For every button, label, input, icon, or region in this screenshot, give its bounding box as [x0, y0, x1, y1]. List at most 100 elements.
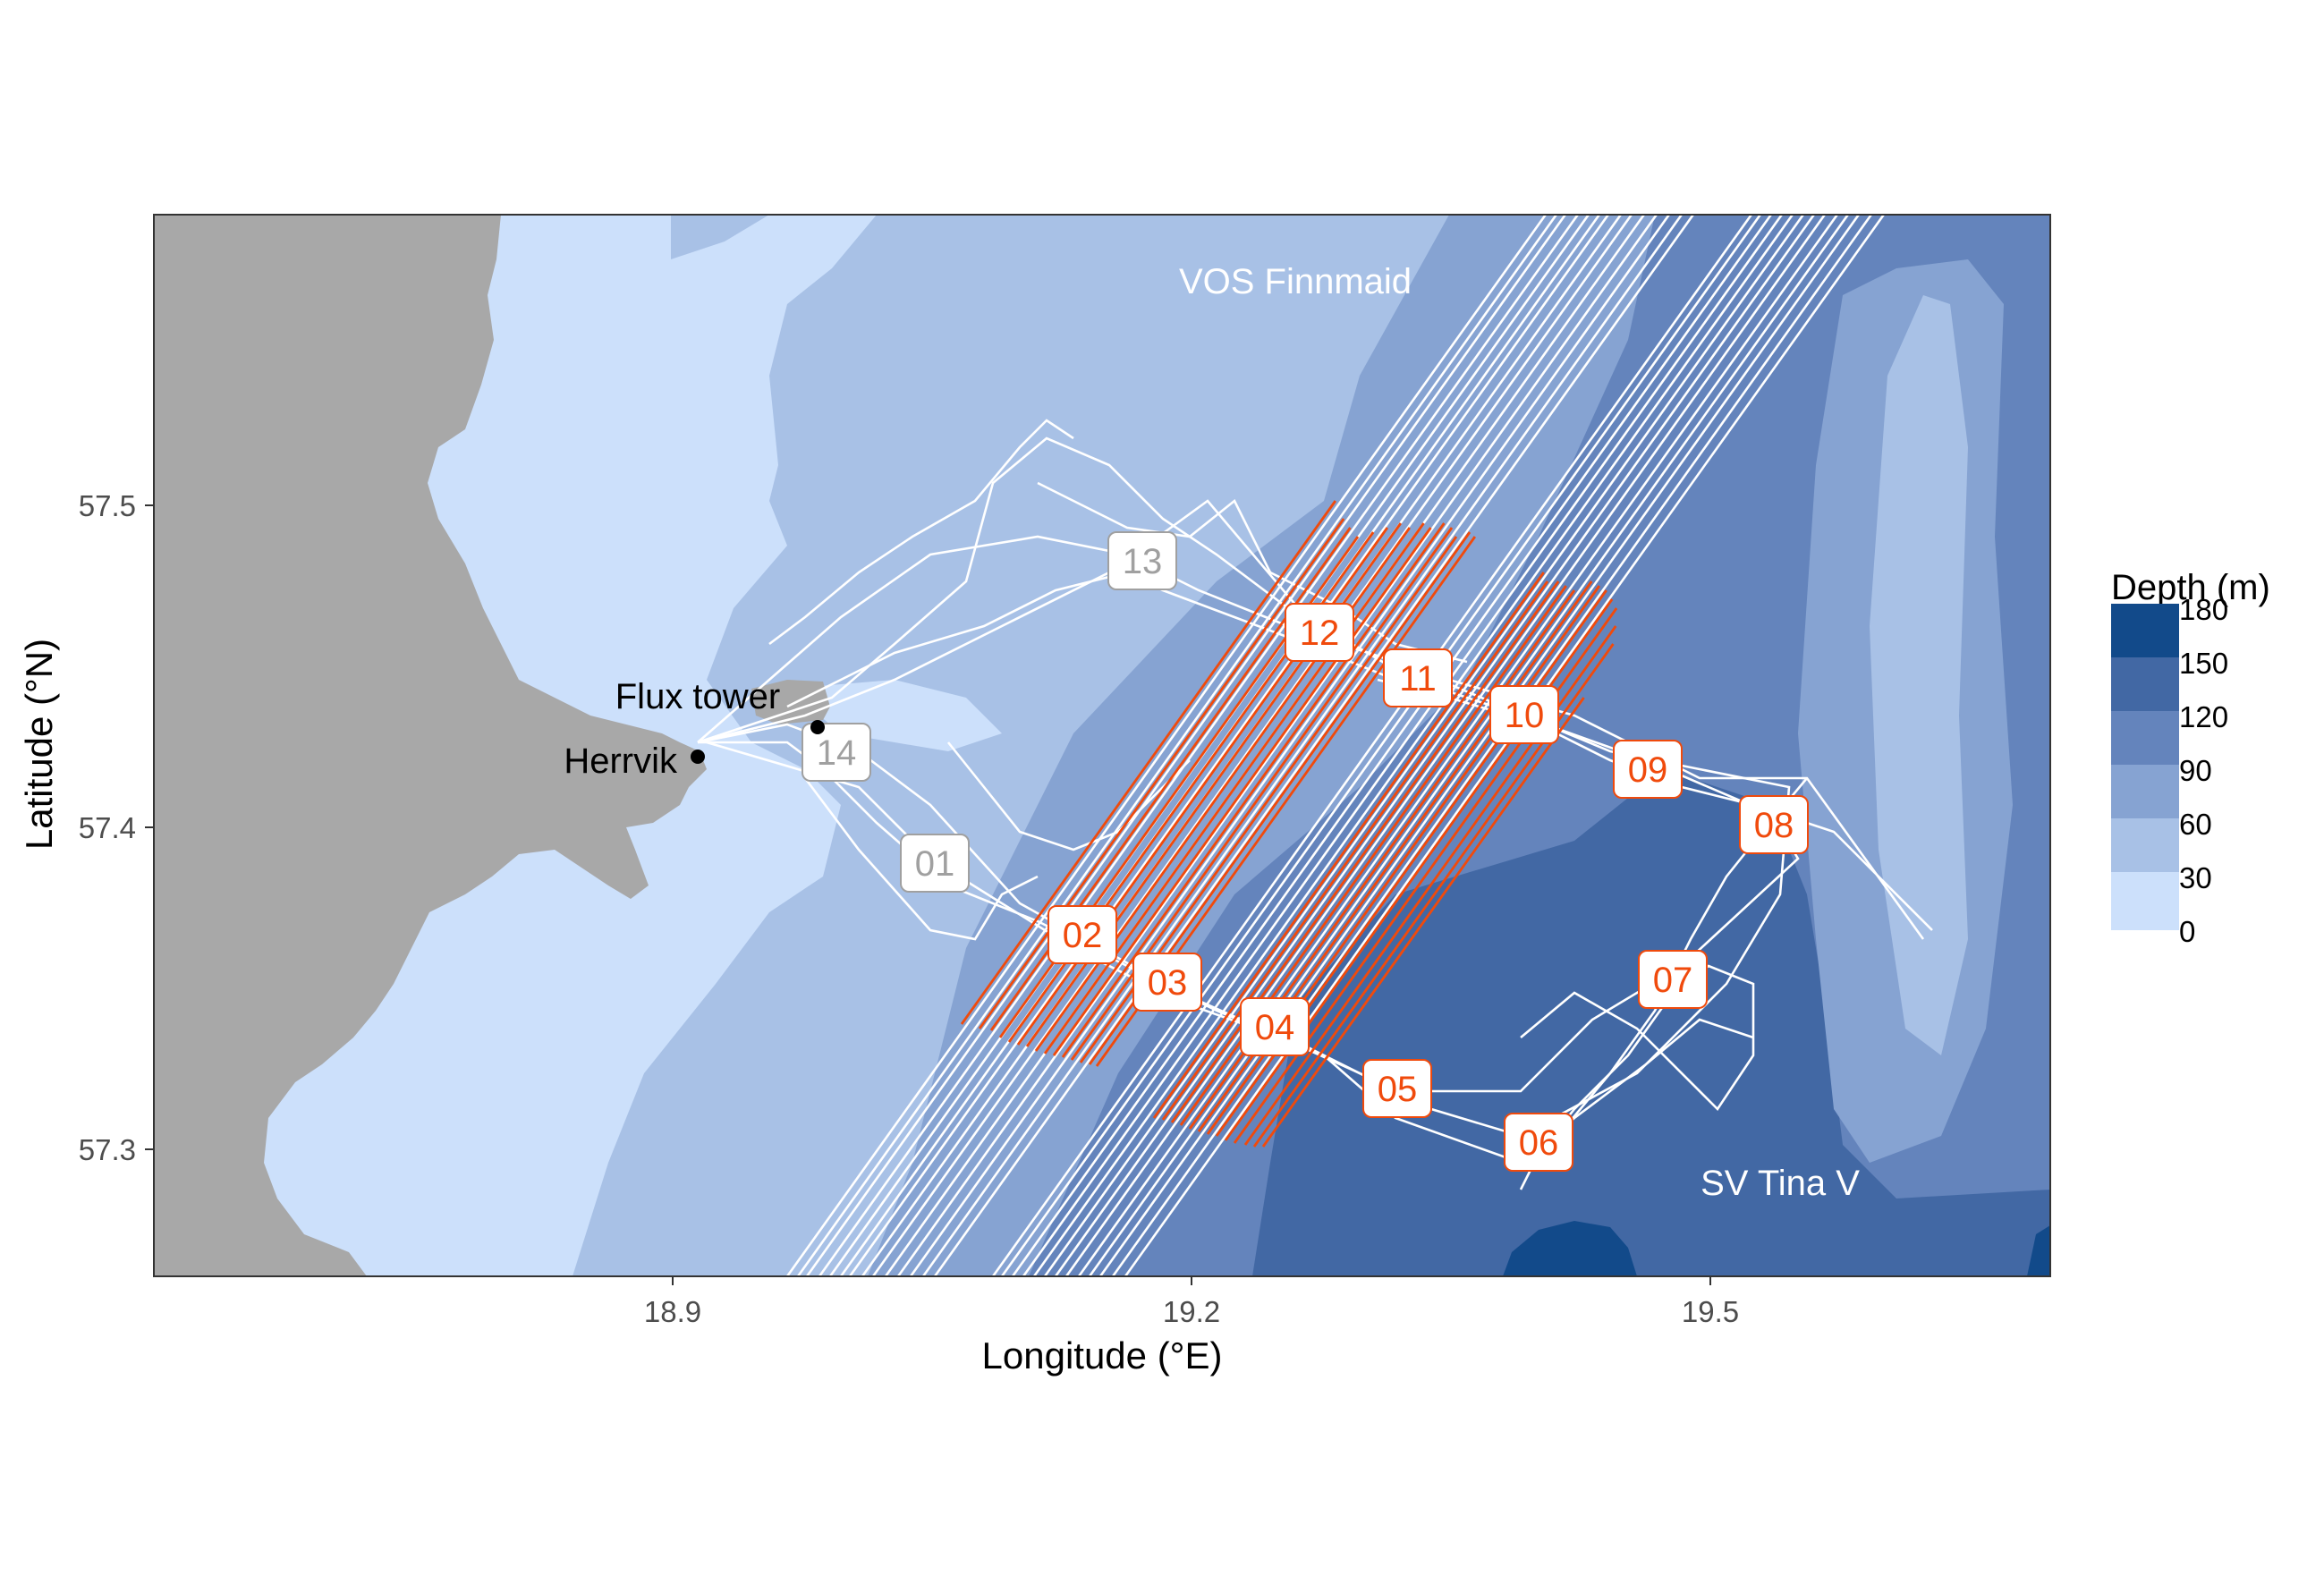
- station-label-06: 06: [1504, 1113, 1573, 1172]
- station-label-04: 04: [1240, 997, 1310, 1056]
- legend-swatch-120-150: [2111, 657, 2179, 711]
- ship-lane-track: [796, 215, 1557, 1276]
- herrvik-point: [691, 750, 705, 764]
- station-label-01: 01: [900, 834, 970, 893]
- transect-segment: [960, 500, 1336, 1025]
- y-tick-label: 57.4: [79, 811, 136, 844]
- ship-lane-track: [1043, 215, 1804, 1276]
- station-labels: 01 02 03 04 05 06 07 08 09 10 11 12 13 14: [802, 531, 1809, 1172]
- station-label-09: 09: [1613, 740, 1683, 799]
- ship-lane-track: [848, 215, 1609, 1276]
- ship-lane-track: [1124, 215, 1885, 1276]
- station-label-08: 08: [1739, 795, 1809, 854]
- panel-border: [153, 214, 2051, 1277]
- ship-lane-track: [1011, 215, 1772, 1276]
- x-tick-label: 18.9: [644, 1295, 701, 1328]
- station-label-box: [1240, 997, 1310, 1056]
- transect-segment: [1043, 522, 1425, 1055]
- y-tick-label: 57.3: [79, 1133, 136, 1166]
- depth-legend: Depth (m) 180 150 120 90 60 30 0: [2111, 568, 2270, 948]
- station-label-box: [1489, 685, 1559, 744]
- station-label-box: [1285, 603, 1354, 662]
- station-label-text: 11: [1399, 659, 1437, 699]
- station-label-text: 12: [1300, 614, 1340, 653]
- legend-swatch-0-30: [2111, 872, 2179, 930]
- flux-tower-point: [810, 720, 825, 734]
- station-label-text: 05: [1378, 1070, 1418, 1109]
- station-label-box: [802, 723, 871, 782]
- station-label-text: 03: [1148, 963, 1188, 1003]
- legend-tick: 180: [2179, 593, 2228, 626]
- x-axis: 18.9 19.2 19.5 Longitude (°E): [644, 1276, 1739, 1376]
- station-label-box: [1383, 648, 1453, 707]
- legend-tick: 90: [2179, 754, 2212, 787]
- ship-lane-track: [1054, 215, 1815, 1276]
- survey-track: [946, 741, 1191, 851]
- station-label-text: 06: [1519, 1123, 1559, 1163]
- station-label-box: [1107, 531, 1177, 590]
- legend-tick: 30: [2179, 861, 2212, 894]
- station-label-text: 10: [1505, 696, 1545, 735]
- station-label-text: 08: [1754, 806, 1794, 845]
- ship-lane-track: [818, 215, 1579, 1276]
- legend-swatch-60-90: [2111, 765, 2179, 818]
- y-axis-title: Latitude (°N): [18, 639, 60, 850]
- station-label-text: 07: [1653, 961, 1693, 1000]
- legend-tick: 150: [2179, 647, 2228, 680]
- station-label-box: [1047, 905, 1117, 964]
- transect-segment: [1052, 527, 1432, 1056]
- transect-segment: [1161, 580, 1549, 1121]
- ship-lane-track: [1098, 215, 1860, 1276]
- ship-lane-track: [871, 215, 1633, 1276]
- vos-finnmaid-label: VOS Finnmaid: [1179, 262, 1412, 301]
- station-label-box: [1362, 1059, 1432, 1118]
- station-label-text: 04: [1255, 1008, 1295, 1047]
- ship-lane-track: [1000, 215, 1761, 1276]
- sv-tina-label: SV Tina V: [1701, 1164, 1860, 1203]
- x-axis-title: Longitude (°E): [982, 1334, 1223, 1376]
- ship-lane-track: [805, 215, 1566, 1276]
- survey-track: [698, 741, 1754, 1165]
- station-label-03: 03: [1132, 953, 1202, 1012]
- flux-tower-label: Flux tower: [615, 677, 781, 716]
- legend-title: Depth (m): [2111, 568, 2270, 607]
- transect-segment: [1061, 522, 1446, 1058]
- legend-swatch-90-120: [2111, 711, 2179, 765]
- legend-tick: 60: [2179, 808, 2212, 841]
- survey-track: [1037, 481, 1468, 664]
- survey-track: [697, 535, 1791, 1138]
- station-label-box: [1613, 740, 1683, 799]
- ship-lane-track: [785, 215, 1547, 1276]
- station-label-text: 01: [915, 844, 955, 884]
- x-tick-label: 19.2: [1163, 1295, 1220, 1328]
- ship-lane-track: [921, 215, 1683, 1276]
- ship-lane-track: [1077, 215, 1838, 1276]
- station-label-box: [1504, 1113, 1573, 1172]
- ship-lane-track: [896, 215, 1658, 1276]
- ship-tracks: [697, 215, 1933, 1276]
- station-label-text: 13: [1123, 542, 1163, 581]
- station-label-02: 02: [1047, 905, 1117, 964]
- legend-tick: 120: [2179, 700, 2228, 733]
- transect-segment: [1170, 580, 1560, 1123]
- station-label-text: 02: [1063, 916, 1103, 955]
- station-label-11: 11: [1383, 648, 1453, 707]
- legend-swatch-30-60: [2111, 818, 2179, 872]
- station-label-10: 10: [1489, 685, 1559, 744]
- transect-segment: [978, 518, 1345, 1029]
- survey-track: [768, 419, 1074, 646]
- ship-lane-track: [909, 215, 1670, 1276]
- x-tick-label: 19.5: [1682, 1295, 1739, 1328]
- ship-lane-track: [1088, 215, 1849, 1276]
- transect-segment: [1152, 572, 1545, 1119]
- ship-lane-track: [1032, 215, 1794, 1276]
- survey-track: [697, 436, 1925, 940]
- station-label-box: [1638, 950, 1708, 1009]
- station-label-box: [900, 834, 970, 893]
- ship-lane-track: [991, 215, 1752, 1276]
- station-label-text: 14: [817, 733, 857, 773]
- station-label-14: 14: [802, 723, 871, 782]
- y-axis: 57.5 57.4 57.3 Latitude (°N): [18, 489, 154, 1166]
